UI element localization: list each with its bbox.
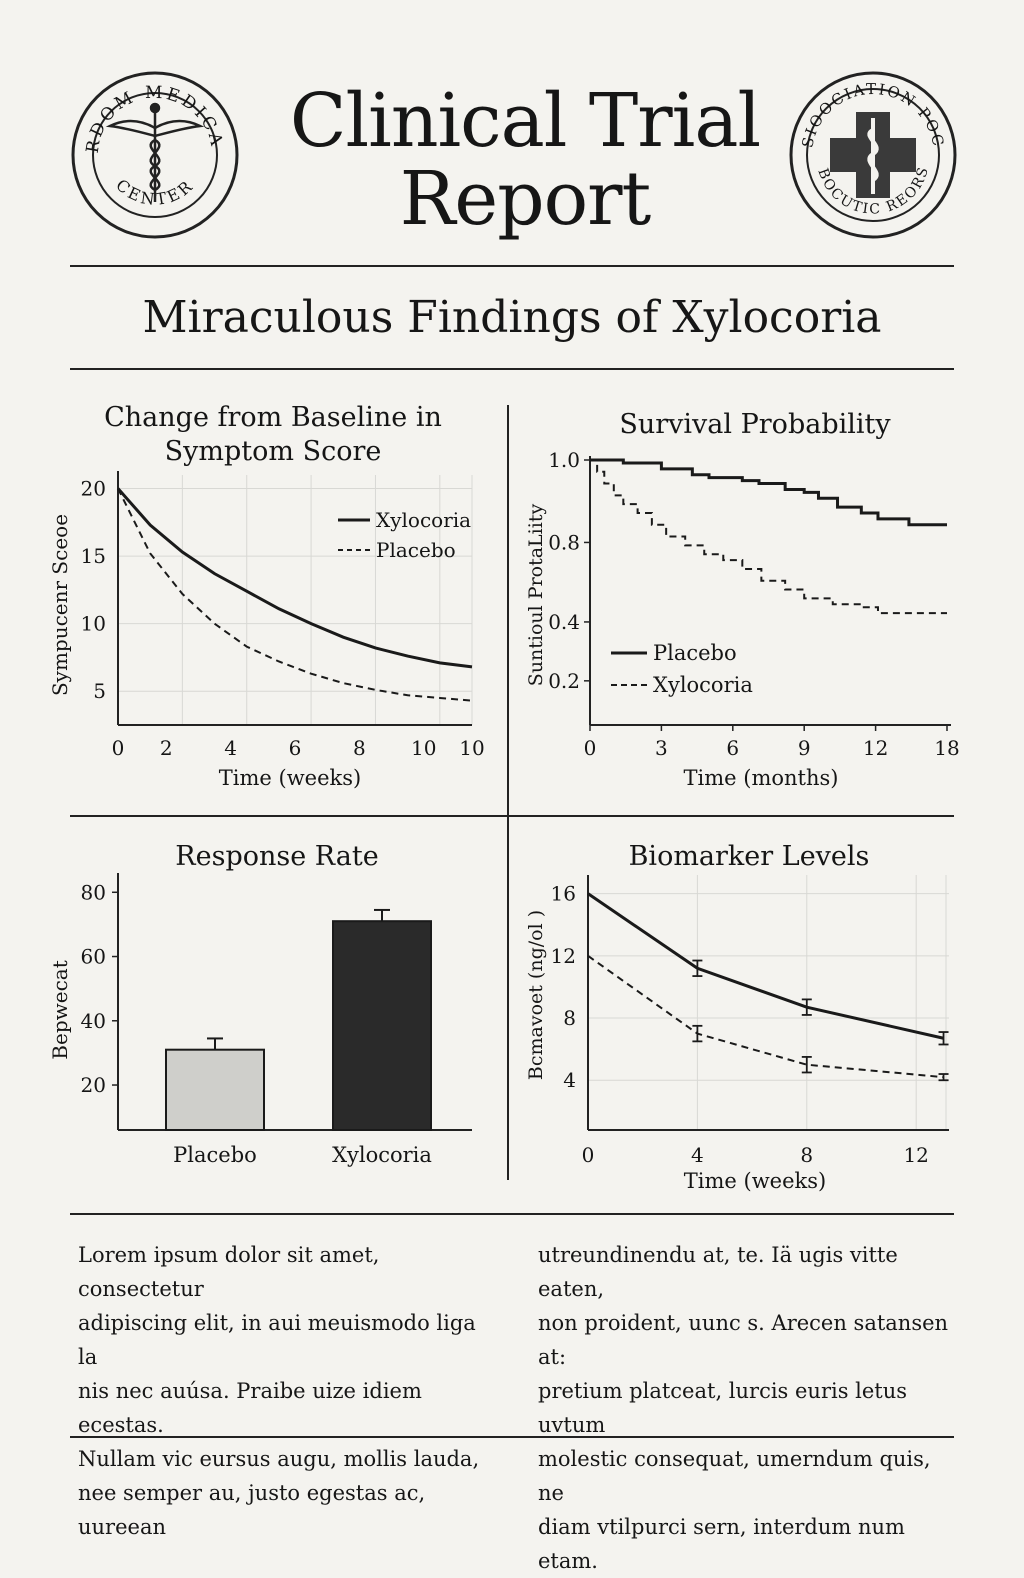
x-axis-label: Time (weeks) (684, 1169, 826, 1193)
y-tick-label: 8 (563, 1006, 576, 1030)
x-tick-label: 2 (160, 736, 173, 760)
x-tick-label: 8 (800, 1143, 813, 1167)
x-tick-label: 6 (289, 736, 302, 760)
bar-xylocoria (332, 920, 432, 1131)
x-tick-label: 0 (584, 736, 597, 760)
body-line: nis nec auúsa. Praibe uize idiem ecestas… (78, 1379, 422, 1437)
body-top-rule (70, 1213, 954, 1215)
body-line: molestic consequat, umerndum quis, ne (538, 1447, 931, 1505)
page-title: Clinical Trial Report (280, 82, 770, 238)
body-line: Nullam vic eursus augu, mollis lauda, (78, 1447, 480, 1471)
body-text-right: utreundinendu at, te. Iä ugis vitte eate… (538, 1238, 958, 1578)
category-label: Placebo (173, 1143, 257, 1167)
x-tick-label: 9 (798, 736, 811, 760)
subtitle-rule (70, 368, 954, 370)
series-line-xylocoria (116, 487, 473, 669)
bar-placebo (165, 1048, 265, 1131)
response-rate-chart: Response Rate 20 40 60 80 Bepwecat Placebo Xylo… (48, 841, 472, 1167)
title-line-1: Clinical Trial (289, 78, 761, 164)
x-tick-label: 10 (459, 736, 484, 760)
svg-text:IRDOM MEDICAL: IRDOM MEDICAL (70, 70, 227, 155)
chart-title: Symptom Score (165, 436, 382, 467)
x-tick-label: 3 (655, 736, 668, 760)
legend-label: Placebo (376, 538, 456, 562)
y-tick-label: 1.0 (548, 448, 580, 472)
biomarker-levels-chart: Biomarker Levels 0 4 8 12 4 8 12 16 Time (weeks) B… (525, 841, 949, 1193)
x-tick-label: 18 (934, 736, 959, 760)
title-line-2: Report (399, 156, 652, 242)
chart-title: Response Rate (175, 841, 378, 872)
page-subtitle: Miraculous Findings of Xylocoria (142, 292, 882, 343)
y-tick-label: 4 (563, 1068, 576, 1092)
y-tick-label: 10 (81, 612, 106, 636)
y-axis-label: Sympucenr Sceoe (48, 514, 72, 696)
association-seal: SIOOCIATION POC RMBOCUTIC REORSOB (780, 58, 958, 240)
medical-center-seal: IRDOM MEDICAL CENTER (63, 55, 240, 240)
x-tick-label: 0 (582, 1143, 595, 1167)
survival-probability-chart: Survival Probability 0 3 6 9 12 18 0.2 0.4 0.8 1.0… (525, 409, 960, 790)
y-axis-label: Suntioul ProtaLiity (525, 504, 547, 687)
y-tick-label: 16 (551, 882, 576, 906)
x-tick-label: 4 (691, 1143, 704, 1167)
y-tick-label: 0.4 (548, 610, 580, 634)
body-line: non proident, uunc s. Arecen satansen at… (538, 1311, 949, 1369)
header-rule (70, 265, 954, 267)
y-tick-label: 60 (81, 945, 106, 969)
medical-cross-icon (830, 112, 916, 198)
y-tick-label: 20 (81, 477, 106, 501)
y-tick-label: 0.8 (548, 530, 580, 554)
chart-grid-divider-vertical (507, 405, 509, 1180)
body-line: adipiscing elit, in aui meuismodo liga l… (78, 1311, 476, 1369)
y-tick-label: 15 (81, 544, 106, 568)
x-tick-label: 4 (224, 736, 237, 760)
body-line: nee semper au, justo egestas ac, uureean (78, 1481, 426, 1539)
y-tick-label: 12 (551, 944, 576, 968)
footer-rule (70, 1436, 954, 1438)
y-tick-label: 20 (81, 1073, 106, 1097)
y-axis-label: Bepwecat (48, 960, 72, 1059)
y-tick-label: 5 (93, 679, 106, 703)
y-tick-label: 40 (81, 1009, 106, 1033)
y-tick-label: 80 (81, 880, 106, 904)
legend-label: Xylocoria (653, 673, 753, 697)
x-axis-label: Time (months) (684, 766, 839, 790)
body-line: diam vtilpurci sern, interdum num etam. (538, 1515, 905, 1573)
x-axis-label: Time (weeks) (219, 766, 361, 790)
caduceus-icon (105, 102, 205, 202)
x-tick-label: 12 (863, 736, 888, 760)
body-text-left: Lorem ipsum dolor sit amet, consectetur … (78, 1238, 498, 1544)
x-tick-label: 6 (726, 736, 739, 760)
legend-label: Xylocoria (376, 508, 471, 532)
category-label: Xylocoria (332, 1143, 432, 1167)
body-line: pretium platceat, lurcis euris letus uvt… (538, 1379, 908, 1437)
series-line-solid (587, 892, 944, 1040)
chart-title: Biomarker Levels (629, 841, 870, 872)
chart-title: Survival Probability (619, 409, 891, 440)
chart-grid-divider-horizontal (70, 815, 954, 817)
seal-left-top-text: IRDOM MEDICAL (63, 55, 224, 155)
body-line: utreundinendu at, te. Iä ugis vitte eate… (538, 1243, 898, 1301)
series-step-xylocoria (590, 459, 947, 615)
x-tick-label: 12 (903, 1143, 928, 1167)
y-tick-label: 0.2 (548, 669, 580, 693)
x-tick-label: 0 (112, 736, 125, 760)
x-tick-label: 8 (353, 736, 366, 760)
chart-title: Change from Baseline in (104, 402, 442, 433)
series-line-dashed (587, 955, 944, 1079)
legend-label: Placebo (653, 641, 737, 665)
y-axis-label: Bcmavoet (ng/ol ) (525, 910, 547, 1080)
x-tick-label: 10 (411, 736, 436, 760)
body-line: Lorem ipsum dolor sit amet, consectetur (78, 1243, 380, 1301)
series-step-placebo (590, 458, 947, 527)
